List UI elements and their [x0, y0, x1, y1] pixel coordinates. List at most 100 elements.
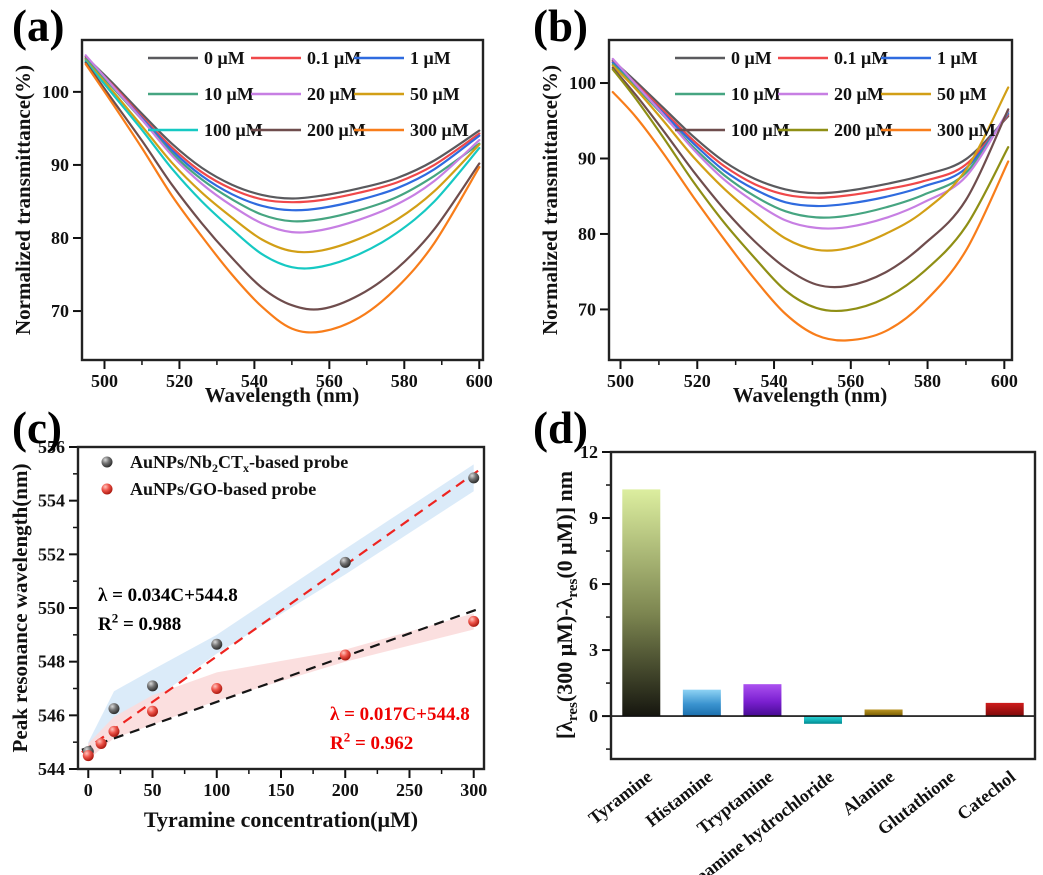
panel-a-xtick-label: 540 [241, 371, 268, 391]
panel-b-xtick-label: 600 [991, 371, 1018, 391]
panel-d-ytick-label: 0 [589, 706, 598, 726]
panel-a-xtick-label: 600 [466, 371, 493, 391]
panel-b-legend-label: 20 μM [834, 84, 884, 104]
panel-a-legend-label: 300 μM [410, 120, 469, 140]
panel-a-curve-200 μM [84, 61, 481, 311]
panel-c-band-1 [88, 613, 474, 760]
panel-b-legend-label: 50 μM [937, 84, 987, 104]
panel-c-point [339, 556, 351, 568]
panel-c-legend-marker-0 [101, 456, 113, 468]
panel-d-frame [609, 450, 1037, 761]
panel-c-point [211, 638, 223, 650]
panel-d-y-axis-title: [λres(300 μM)-λres(0 μM)] nm [552, 471, 581, 739]
panel-c-xtick-label: 300 [460, 780, 487, 800]
panel-b-xtick-label: 560 [837, 371, 864, 391]
panel-c-equation-1: λ = 0.017C+544.8 [330, 704, 470, 725]
panel-c-chart: 0 50 100 150 200 250 300 544 546 548 550 552 554 556 A… [8, 437, 487, 832]
panel-a-ytick-label: 70 [51, 301, 69, 321]
panel-c-ytick-label: 554 [38, 491, 65, 511]
panel-c-point [147, 705, 159, 717]
bar-Dopamine hydrochloride [804, 716, 842, 724]
panel-b-frame [607, 38, 1014, 362]
panel-c-point [211, 683, 223, 694]
panel-c-ytick-label: 556 [38, 437, 65, 457]
panel-c-point [339, 649, 351, 661]
panel-a-legend-item-1 μM: 1 μM [354, 48, 451, 68]
panel-c-label: (c) [12, 403, 62, 453]
panel-c-legend-label-0: AuNPs/Nb2CTx-based probe [130, 452, 348, 475]
panel-a-y-axis-title: Normalized transmittance(%) [11, 65, 35, 335]
panel-d-label: (d) [533, 403, 588, 453]
panel-b-curve-0.1 μM [611, 60, 1010, 199]
panel-c-xtick-label: 100 [203, 780, 230, 800]
panel-b-xtick-label: 540 [761, 371, 788, 391]
panel-b-curve-20 μM [611, 57, 1010, 230]
panel-b-legend-label: 300 μM [937, 120, 996, 140]
panel-b-legend-item-200 μM: 200 μM [778, 120, 893, 140]
panel-a-curve-100 μM [84, 60, 481, 270]
panel-b-ytick-label: 80 [578, 224, 596, 244]
panel-b-label: (b) [533, 1, 588, 51]
panel-c-point [108, 725, 120, 737]
panel-c-ytick-label: 548 [38, 652, 65, 672]
panel-c-point [82, 750, 94, 762]
panel-a-curve-300 μM [84, 62, 481, 334]
panel-a-legend-item-200 μM: 200 μM [251, 120, 366, 140]
panel-b-legend: 0 μM 0.1 μM 1 μM 10 μM 20 μM 50 μM 100 μM 200 μ… [675, 48, 996, 140]
panel-a-legend: 0 μM 0.1 μM 1 μM 10 μM 20 μM 50 μM 100 μM 200 μ… [148, 48, 469, 140]
panel-b-axes [600, 82, 1006, 369]
panel-b-xtick-label: 580 [914, 371, 941, 391]
panel-d-bars [622, 489, 1024, 724]
panel-a-frame [80, 38, 485, 362]
panel-b-legend-item-50 μM: 50 μM [881, 84, 987, 104]
panel-a-series [84, 54, 481, 334]
panel-b-ytick-label: 100 [569, 73, 596, 93]
panel-a-legend-label: 100 μM [204, 120, 263, 140]
panel-a-xtick-label: 560 [316, 371, 343, 391]
panel-d-ytick-label: 3 [589, 640, 598, 660]
panel-b-legend-label: 1 μM [937, 48, 978, 68]
panel-a-ytick-label: 90 [51, 155, 69, 175]
panel-a-legend-item-300 μM: 300 μM [354, 120, 469, 140]
panel-c-ytick-label: 550 [38, 598, 65, 618]
panel-a-curve-50 μM [84, 59, 481, 254]
panel-b-series [611, 57, 1010, 342]
panel-d-category-label-6: Catechol [953, 766, 1019, 824]
panel-b-legend-item-300 μM: 300 μM [881, 120, 996, 140]
panel-b-curve-0 μM [611, 59, 1010, 195]
panel-c-xtick-label: 50 [144, 780, 162, 800]
panel-c-ytick-label: 546 [38, 705, 65, 725]
panel-b-chart: 500 520 540 560 580 600 70 80 90 100 0 μM 0.1 μM 1 μ… [538, 38, 1018, 407]
panel-b-legend-label: 100 μM [731, 120, 790, 140]
panel-c-fitline-1 [81, 607, 480, 751]
panel-a-curve-0 μM [84, 55, 481, 200]
panel-b-ytick-label: 70 [578, 299, 596, 319]
panel-a-legend-item-100 μM: 100 μM [148, 120, 263, 140]
panel-c-xtick-label: 150 [268, 780, 295, 800]
panel-c-ytick-label: 552 [38, 544, 65, 564]
panel-c-legend-marker-1 [101, 483, 113, 495]
panel-a-legend-label: 200 μM [307, 120, 366, 140]
panel-b-legend-label: 0 μM [731, 48, 772, 68]
panel-c-point [468, 472, 480, 484]
panel-c-point [95, 738, 107, 750]
panel-a-legend-item-20 μM: 20 μM [251, 84, 357, 104]
panel-c-fitline-0 [81, 469, 480, 753]
panel-c-xtick-label: 200 [332, 780, 359, 800]
panel-d-axes [602, 451, 611, 750]
panel-d-chart: 036912TyramineHistamineTryptamineDopamin… [552, 442, 1037, 875]
panel-a-legend-label: 50 μM [410, 84, 460, 104]
panel-c-point [147, 680, 159, 692]
panel-d-ytick-label: 6 [589, 574, 598, 594]
panel-b-legend-item-0.1 μM: 0.1 μM [778, 48, 888, 68]
panel-b-curve-200 μM [611, 68, 1010, 313]
panel-a-ytick-label: 100 [42, 82, 69, 102]
panel-b-legend-item-10 μM: 10 μM [675, 84, 781, 104]
panel-a-legend-label: 10 μM [204, 84, 254, 104]
panel-b-curve-50 μM [611, 64, 1010, 252]
panel-d-ytick-label: 12 [580, 442, 598, 462]
panel-b-legend-label: 10 μM [731, 84, 781, 104]
panel-a-legend-item-10 μM: 10 μM [148, 84, 254, 104]
